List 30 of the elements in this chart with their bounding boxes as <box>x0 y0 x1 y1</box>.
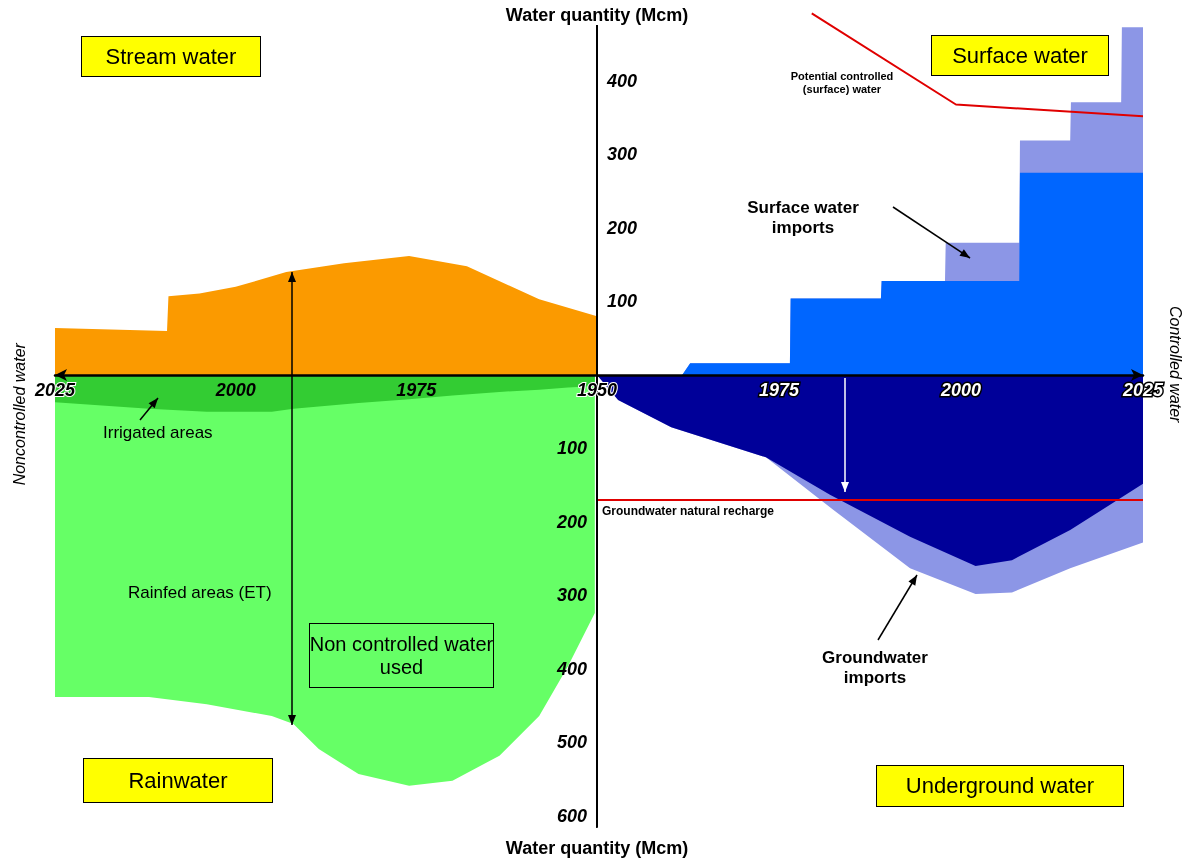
legend-label: Irrigated areas <box>103 423 213 442</box>
text: Controlled water <box>1167 305 1185 423</box>
y-tick-label: 100 <box>607 291 638 312</box>
y-tick-label: 200 <box>555 511 587 532</box>
y-tick-label: 200 <box>606 217 638 238</box>
text: Groundwater imports <box>822 648 928 687</box>
x-tick-label: 2000 <box>939 379 982 400</box>
y-tick-label: 500 <box>556 732 587 753</box>
text: Surface water imports <box>747 198 859 237</box>
ref-line-label: Groundwater natural recharge <box>602 503 775 518</box>
annotation: Surface water <box>952 42 1088 69</box>
series-label: Potential controlled (surface) water <box>790 70 894 95</box>
y-axis-title: Water quantity (Mcm) <box>505 5 689 25</box>
series-label: Rainfed areas (ET) <box>128 583 272 602</box>
x-tick-label: 1975 <box>758 379 801 400</box>
y-tick-label: 400 <box>606 71 638 91</box>
annotation: Underground water <box>905 773 1095 799</box>
y-tick-label: 600 <box>556 805 587 826</box>
x-tick-label: 2000 <box>214 379 256 400</box>
text: Noncontrolled water <box>10 343 28 486</box>
annotation: Stream water <box>105 43 237 70</box>
y-tick-label: 100 <box>556 438 587 459</box>
x-tick-label: 1950 <box>576 379 618 400</box>
x-tick-label: 2025 <box>1121 379 1165 400</box>
annotation: Non controlled water used <box>309 632 494 679</box>
text: Water quantity (Mcm) <box>505 838 689 858</box>
y-tick-label: 300 <box>607 144 638 165</box>
annotation: Rainwater <box>128 767 228 794</box>
y-tick-label: 300 <box>556 585 587 606</box>
x-tick-label: 1975 <box>396 379 438 400</box>
